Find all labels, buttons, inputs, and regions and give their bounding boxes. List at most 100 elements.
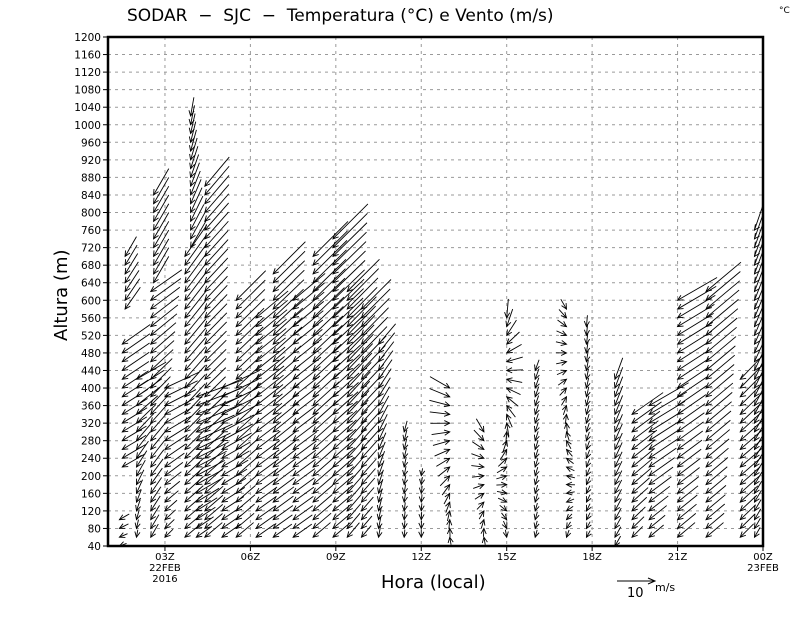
wind-vector-head xyxy=(332,391,339,398)
wind-vector xyxy=(190,170,201,196)
wind-vector-head xyxy=(378,425,384,433)
wind-vector-head xyxy=(332,259,339,266)
wind-vector-head xyxy=(676,505,684,512)
wind-vector-head xyxy=(705,303,712,310)
wind-vector xyxy=(475,418,485,433)
wind-vector-head xyxy=(585,531,592,539)
wind-vector-head xyxy=(444,492,451,500)
wind-vector-head xyxy=(164,461,171,468)
wind-vector xyxy=(190,179,202,204)
wind-vector-head xyxy=(648,479,656,486)
wind-vector xyxy=(153,177,170,204)
wind-vector-head xyxy=(255,461,263,468)
wind-vector-head xyxy=(739,408,747,415)
wind-vector-head xyxy=(501,522,508,530)
wind-vector-head xyxy=(124,294,131,302)
wind-vector xyxy=(204,330,227,354)
wind-vector-head xyxy=(221,496,228,503)
wind-vector-head xyxy=(378,399,384,407)
wind-vector-head xyxy=(164,478,171,486)
wind-vector-head xyxy=(255,522,263,530)
wind-vector xyxy=(474,492,485,500)
wind-vector xyxy=(631,439,656,459)
wind-vector xyxy=(614,470,623,485)
wind-vector xyxy=(221,514,242,529)
wind-vector-head xyxy=(292,514,300,521)
wind-vector-head xyxy=(272,391,280,398)
wind-vector-head xyxy=(560,378,568,385)
wind-vector xyxy=(346,512,361,529)
wind-vector xyxy=(196,506,216,521)
wind-vector xyxy=(235,270,267,301)
wind-vector xyxy=(506,308,514,327)
wind-vector xyxy=(255,318,287,345)
wind-vector xyxy=(153,212,170,240)
wind-vector xyxy=(534,484,539,494)
wind-vector xyxy=(204,156,230,187)
wind-vector xyxy=(332,278,365,310)
wind-vector xyxy=(534,395,540,406)
wind-vector xyxy=(586,458,591,468)
wind-vector-head xyxy=(565,489,573,496)
wind-vector-head xyxy=(272,320,280,328)
wind-vector-head xyxy=(195,427,203,433)
wind-vector xyxy=(614,498,622,512)
wind-vector-head xyxy=(705,470,712,477)
wind-vector xyxy=(272,402,299,424)
reference-vector-value: 10 xyxy=(627,586,644,601)
wind-vector-head xyxy=(614,469,620,477)
wind-vector-head xyxy=(332,505,339,512)
wind-vector-head xyxy=(739,505,747,512)
wind-vector xyxy=(332,410,358,433)
wind-vector xyxy=(124,287,141,310)
wind-vector-head xyxy=(376,522,383,530)
wind-vector xyxy=(586,512,591,520)
wind-vector xyxy=(566,521,571,529)
wind-vector-head xyxy=(378,417,384,425)
wind-vector xyxy=(585,351,589,362)
wind-vector-head xyxy=(505,357,513,364)
wind-vector-head xyxy=(220,391,228,398)
wind-vector xyxy=(429,388,450,398)
wind-vector-head xyxy=(377,346,385,354)
wind-vector-head xyxy=(312,364,319,372)
wind-vector-head xyxy=(753,469,760,477)
wind-vector xyxy=(534,502,538,512)
wind-vector-head xyxy=(585,469,592,477)
wind-vector xyxy=(506,319,517,336)
wind-vector-head xyxy=(312,487,319,495)
wind-vector xyxy=(184,243,208,275)
wind-vector xyxy=(150,431,166,450)
wind-vector xyxy=(648,524,664,538)
wind-vector-head xyxy=(272,285,280,293)
wind-vector-head xyxy=(255,487,263,494)
wind-vector-head xyxy=(360,496,368,503)
wind-vector-head xyxy=(195,453,203,459)
wind-vector xyxy=(754,287,764,310)
wind-vector xyxy=(255,412,282,433)
wind-vector xyxy=(255,523,276,538)
wind-vector xyxy=(754,508,762,520)
wind-vector-head xyxy=(292,470,300,477)
wind-vector-head xyxy=(204,522,211,530)
wind-vector-head xyxy=(332,531,339,538)
wind-vector xyxy=(136,479,143,494)
wind-vector-head xyxy=(332,329,339,337)
wind-vector-head xyxy=(753,408,760,416)
wind-vector xyxy=(631,477,650,494)
wind-vector-head xyxy=(255,329,263,337)
wind-vector-head xyxy=(220,409,228,415)
grid xyxy=(108,37,763,546)
wind-vector xyxy=(506,331,520,345)
wind-vector-head xyxy=(676,435,684,442)
wind-vector-head xyxy=(705,356,712,363)
wind-vector xyxy=(346,305,376,336)
wind-vector-head xyxy=(272,514,280,521)
wind-vector xyxy=(631,410,661,433)
wind-vector-head xyxy=(235,487,243,495)
wind-vector xyxy=(124,261,139,283)
wind-vector xyxy=(614,357,624,380)
wind-vector xyxy=(150,440,165,459)
wind-vector xyxy=(312,503,332,521)
